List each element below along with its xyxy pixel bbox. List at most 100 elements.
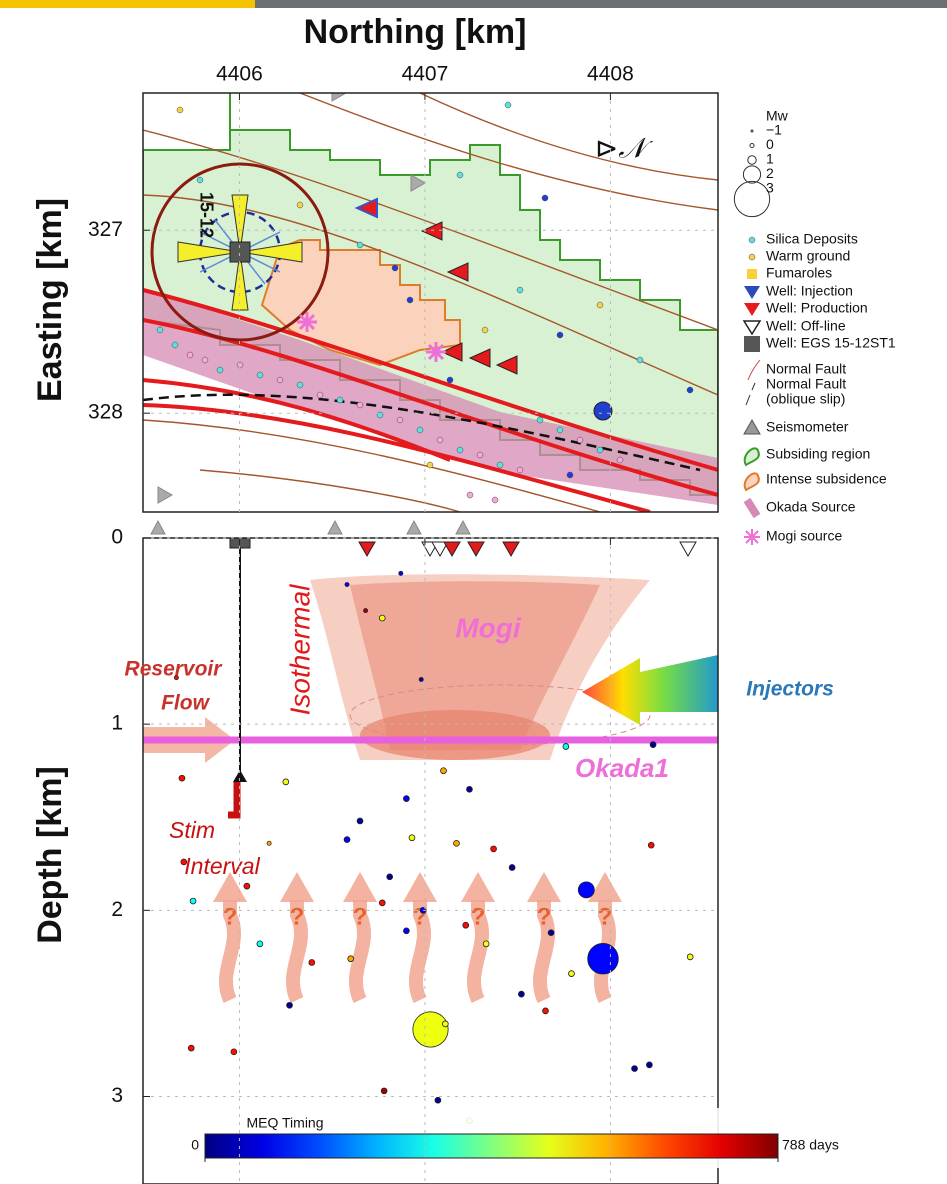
question-mark: ? bbox=[290, 903, 305, 930]
meq-point bbox=[569, 971, 575, 977]
surface-feature bbox=[447, 377, 453, 383]
surface-feature bbox=[217, 367, 223, 373]
header-strip bbox=[0, 0, 255, 8]
surface-feature bbox=[297, 202, 303, 208]
meq-point bbox=[179, 775, 185, 781]
meq-point bbox=[257, 941, 263, 947]
surface-feature bbox=[567, 472, 573, 478]
meq-point bbox=[379, 615, 385, 621]
surface-feature bbox=[457, 172, 463, 178]
meq-point bbox=[344, 837, 350, 843]
y-tick-label: 328 bbox=[88, 401, 123, 424]
surface-feature bbox=[457, 447, 463, 453]
colorbar-label: 788 days bbox=[782, 1137, 839, 1153]
surface-feature bbox=[392, 265, 398, 271]
meq-point bbox=[435, 1097, 441, 1103]
meq-point bbox=[190, 898, 196, 904]
surface-feature bbox=[482, 327, 488, 333]
meq-point bbox=[244, 883, 250, 889]
legend-symbol bbox=[744, 321, 760, 334]
meq-point bbox=[441, 768, 447, 774]
surface-feature bbox=[237, 362, 243, 368]
meq-point bbox=[454, 840, 460, 846]
figure: Northing [km] Easting [km] Depth [km] bbox=[0, 0, 947, 1184]
x-tick-label: 4407 bbox=[402, 63, 449, 86]
meq-point bbox=[231, 1049, 237, 1055]
y-tick-label: 0 bbox=[111, 526, 123, 549]
legend-symbol bbox=[746, 383, 755, 405]
legend-symbol bbox=[744, 529, 760, 545]
x-tick-label: 4408 bbox=[587, 63, 634, 86]
plume-core bbox=[360, 710, 550, 760]
surface-feature bbox=[172, 342, 178, 348]
surface-feature bbox=[492, 497, 498, 503]
surface-feature bbox=[337, 397, 343, 403]
legend-symbol bbox=[745, 473, 759, 490]
meq-point bbox=[687, 954, 693, 960]
surface-feature bbox=[687, 387, 693, 393]
meq-point bbox=[403, 928, 409, 934]
legend-label: Well: EGS 15-12ST1 bbox=[766, 335, 896, 351]
annotation: Mogi bbox=[455, 612, 522, 643]
y-tick-label: 327 bbox=[88, 218, 123, 241]
legend-symbol bbox=[749, 254, 755, 260]
legend-size bbox=[751, 130, 753, 132]
legend-symbol bbox=[744, 286, 760, 299]
legend-size bbox=[743, 166, 760, 183]
surface-feature bbox=[597, 302, 603, 308]
colorbar-title: MEQ Timing bbox=[246, 1115, 323, 1131]
surface-feature bbox=[277, 377, 283, 383]
meq-point bbox=[409, 835, 415, 841]
legend-label: Fumaroles bbox=[766, 265, 832, 281]
surface-feature bbox=[427, 462, 433, 468]
legend-label: Subsiding region bbox=[766, 446, 870, 462]
surface-feature bbox=[557, 427, 563, 433]
surface-feature bbox=[157, 327, 163, 333]
surface-feature bbox=[577, 437, 583, 443]
surface-feature bbox=[497, 462, 503, 468]
legend-label: Well: Injection bbox=[766, 283, 853, 299]
legend-symbol bbox=[748, 360, 760, 380]
meq-point bbox=[387, 874, 393, 880]
surface-feature bbox=[467, 492, 473, 498]
legend-label: Intense subsidence bbox=[766, 471, 887, 487]
meq-point bbox=[379, 900, 385, 906]
legend-symbol bbox=[747, 269, 757, 279]
annotation: Stim bbox=[169, 817, 215, 843]
surface-feature bbox=[297, 382, 303, 388]
surface-feature bbox=[597, 447, 603, 453]
meq-point bbox=[648, 842, 654, 848]
surface-feature bbox=[477, 452, 483, 458]
meq-point bbox=[632, 1066, 638, 1072]
colorbar bbox=[205, 1134, 778, 1158]
surface-feature bbox=[517, 287, 523, 293]
legend-label: Seismometer bbox=[766, 419, 849, 435]
meq-event bbox=[594, 402, 612, 420]
legend-label: Normal Fault bbox=[766, 376, 846, 392]
meq-point bbox=[419, 677, 423, 681]
surface-feature bbox=[517, 467, 523, 473]
question-mark: ? bbox=[223, 903, 238, 930]
legend-label: Silica Deposits bbox=[766, 231, 858, 247]
meq-point bbox=[364, 609, 368, 613]
surface-feature bbox=[537, 417, 543, 423]
legend: Mw −10123Silica DepositsWarm groundFumar… bbox=[734, 108, 896, 545]
annotation: Injectors bbox=[746, 678, 834, 701]
well-label: 15-12 bbox=[196, 192, 216, 238]
meq-point bbox=[483, 941, 489, 947]
legend-label: Okada Source bbox=[766, 499, 856, 515]
surface-feature bbox=[187, 352, 193, 358]
legend-symbol bbox=[749, 237, 755, 243]
meq-point bbox=[399, 571, 403, 575]
meq-point bbox=[442, 1021, 448, 1027]
meq-point bbox=[413, 1012, 448, 1047]
surface-feature bbox=[437, 437, 443, 443]
question-mark: ? bbox=[353, 903, 368, 930]
y-tick-label: 2 bbox=[111, 898, 123, 921]
meq-point bbox=[548, 930, 554, 936]
x-tick-label: 4406 bbox=[216, 63, 263, 86]
surface-feature bbox=[317, 392, 323, 398]
egs-well bbox=[230, 242, 250, 262]
annotation: Isothermal bbox=[284, 584, 315, 715]
surface-feature bbox=[542, 195, 548, 201]
